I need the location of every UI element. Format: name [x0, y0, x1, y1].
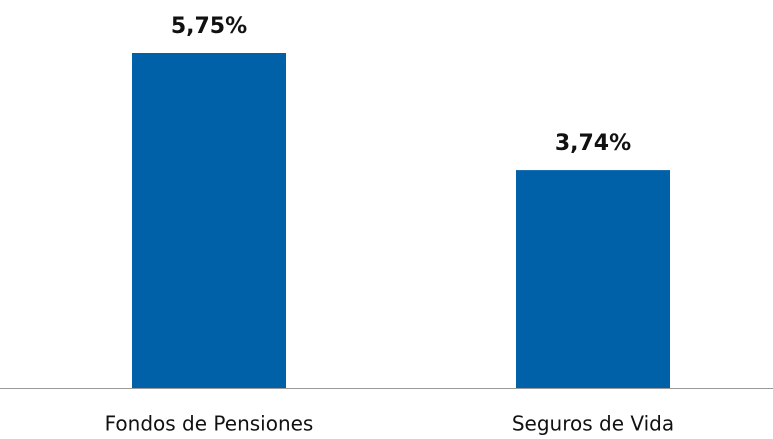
x-tick-label: Fondos de Pensiones — [105, 412, 314, 436]
bar — [132, 53, 286, 388]
x-tick-label: Seguros de Vida — [512, 412, 674, 436]
value-label: 5,75% — [171, 14, 247, 39]
value-label: 3,74% — [555, 131, 631, 156]
bar — [516, 170, 670, 388]
